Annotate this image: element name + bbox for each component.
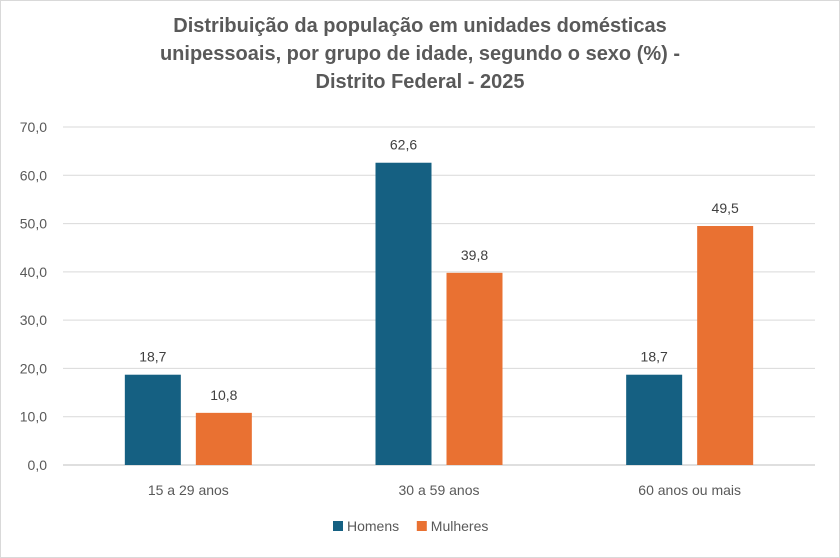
legend-label-homens: Homens: [347, 518, 399, 534]
bar-mulheres-2: [446, 272, 503, 465]
data-label-mulheres-2: 39,8: [461, 247, 488, 263]
legend-swatch-homens: [333, 521, 343, 531]
data-label-mulheres-3: 49,5: [712, 200, 739, 216]
bar-homens-3: [626, 374, 683, 465]
bar-mulheres-1: [195, 412, 252, 465]
data-labels: 18,7 10,8 62,6 39,8 18,7 49,5: [139, 137, 739, 403]
data-label-homens-2: 62,6: [390, 137, 417, 153]
bars: [124, 162, 754, 465]
legend-label-mulheres: Mulheres: [431, 518, 489, 534]
chart-title-line-2: unipessoais, por grupo de idade, segundo…: [159, 43, 681, 65]
bar-mulheres-3: [697, 225, 754, 465]
x-tick-label: 15 a 29 anos: [148, 482, 229, 498]
y-tick-label: 40,0: [20, 264, 47, 280]
bar-homens-2: [375, 162, 432, 465]
bar-homens-1: [124, 374, 181, 465]
legend: Homens Mulheres: [333, 518, 488, 534]
y-tick-label: 70,0: [20, 119, 47, 135]
y-tick-label: 50,0: [20, 216, 47, 232]
x-tick-label: 30 a 59 anos: [399, 482, 480, 498]
chart-title-line-1: Distribuição da população em unidades do…: [173, 15, 667, 37]
y-axis: 0,0 10,0 20,0 30,0 40,0 50,0 60,0 70,0: [20, 119, 47, 473]
y-tick-label: 60,0: [20, 167, 47, 183]
y-tick-label: 10,0: [20, 409, 47, 425]
chart-title: Distribuição da população em unidades do…: [0, 12, 840, 96]
data-label-homens-1: 18,7: [139, 349, 166, 365]
y-tick-label: 30,0: [20, 312, 47, 328]
x-axis: 15 a 29 anos 30 a 59 anos 60 anos ou mais: [148, 482, 741, 498]
chart-title-line-3: Distrito Federal - 2025: [315, 71, 525, 93]
y-tick-label: 20,0: [20, 360, 47, 376]
data-label-homens-3: 18,7: [641, 349, 668, 365]
y-tick-label: 0,0: [28, 457, 48, 473]
legend-swatch-mulheres: [416, 521, 427, 531]
gridlines: [63, 126, 815, 466]
x-tick-label: 60 anos ou mais: [638, 482, 741, 498]
data-label-mulheres-1: 10,8: [210, 387, 237, 403]
